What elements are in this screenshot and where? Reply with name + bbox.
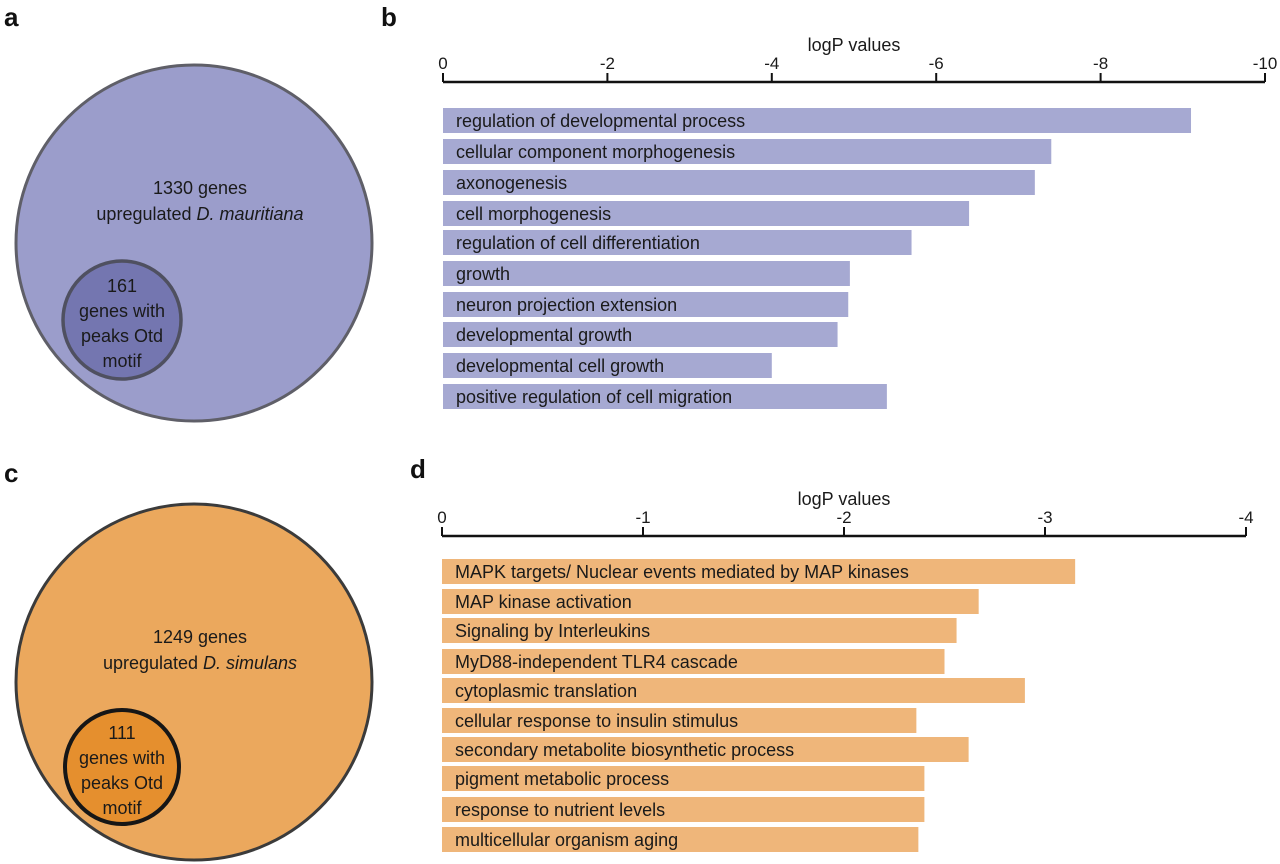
bar-category-label: MyD88-independent TLR4 cascade bbox=[455, 652, 738, 672]
bar bbox=[443, 170, 1035, 195]
bar-category-label: MAPK targets/ Nuclear events mediated by… bbox=[455, 562, 909, 582]
bar bbox=[442, 618, 957, 643]
bar-category-label: cellular response to insulin stimulus bbox=[455, 711, 738, 731]
bar-category-label: response to nutrient levels bbox=[455, 800, 665, 820]
bar bbox=[442, 827, 919, 852]
bar bbox=[442, 559, 1076, 584]
x-tick-label: -10 bbox=[1253, 54, 1278, 73]
bar-category-label: developmental growth bbox=[456, 325, 632, 345]
bar bbox=[442, 649, 945, 674]
x-tick-label: -2 bbox=[836, 508, 851, 527]
upregulated-text: upregulated bbox=[103, 653, 203, 673]
bar bbox=[442, 678, 1025, 703]
bar-category-label: cytoplasmic translation bbox=[455, 681, 637, 701]
inner-line-1: 111 bbox=[108, 723, 135, 743]
bar-category-label: MAP kinase activation bbox=[455, 592, 632, 612]
x-tick-label: -1 bbox=[635, 508, 650, 527]
x-tick-label: -2 bbox=[600, 54, 615, 73]
bar-category-label: secondary metabolite biosynthetic proces… bbox=[455, 740, 794, 760]
bar-category-label: neuron projection extension bbox=[456, 295, 677, 315]
bar-chart-d: logP values 0 -1 -2 -3 -4 MAPK targets/ Nuclea… bbox=[437, 489, 1254, 852]
outer-description-label: upregulated D. mauritiana bbox=[96, 204, 303, 224]
inner-circle-simulans bbox=[63, 708, 181, 826]
outer-description-label: upregulated D. simulans bbox=[103, 653, 297, 673]
inner-line-1: 161 bbox=[107, 276, 137, 296]
bar bbox=[442, 737, 969, 762]
panel-label-a: a bbox=[4, 2, 19, 32]
bar bbox=[442, 797, 925, 822]
venn-diagram-mauritiana: 1330 genes upregulated D. mauritiana 161… bbox=[14, 63, 374, 423]
x-tick-label: -6 bbox=[929, 54, 944, 73]
x-tick-label: 0 bbox=[438, 54, 447, 73]
bar bbox=[443, 292, 849, 317]
bar bbox=[443, 230, 912, 255]
x-tick-label: -4 bbox=[764, 54, 779, 73]
panel-label-c: c bbox=[4, 458, 19, 488]
x-axis-label: logP values bbox=[798, 489, 891, 509]
x-tick-label: -4 bbox=[1238, 508, 1253, 527]
bar bbox=[442, 766, 925, 791]
panel-label-b: b bbox=[381, 2, 397, 32]
outer-circle-mauritiana bbox=[14, 63, 374, 423]
bar bbox=[443, 201, 970, 226]
inner-line-2: genes with bbox=[79, 301, 165, 321]
bar-category-label: cell morphogenesis bbox=[456, 204, 611, 224]
inner-circle-mauritiana bbox=[61, 259, 183, 381]
bar-category-label: regulation of cell differentiation bbox=[456, 233, 700, 253]
bar-category-label: positive regulation of cell migration bbox=[456, 387, 732, 407]
outer-count-label: 1330 genes bbox=[153, 178, 247, 198]
inner-line-4: motif bbox=[102, 798, 142, 818]
inner-line-3: peaks Otd bbox=[81, 326, 163, 346]
x-tick-label: 0 bbox=[437, 508, 446, 527]
bar bbox=[443, 139, 1052, 164]
species-name: D. simulans bbox=[203, 653, 297, 673]
bar-category-label: Signaling by Interleukins bbox=[455, 621, 650, 641]
bar-category-label: developmental cell growth bbox=[456, 356, 664, 376]
bar-category-label: growth bbox=[456, 264, 510, 284]
bar bbox=[442, 589, 979, 614]
species-name: D. mauritiana bbox=[197, 204, 304, 224]
bar-category-label: regulation of developmental process bbox=[456, 111, 745, 131]
bar bbox=[443, 353, 772, 378]
inner-line-4: motif bbox=[102, 351, 142, 371]
panel-label-d: d bbox=[410, 454, 426, 484]
bar bbox=[442, 708, 917, 733]
bar-category-label: multicellular organism aging bbox=[455, 830, 678, 850]
bar-category-label: cellular component morphogenesis bbox=[456, 142, 735, 162]
bar bbox=[443, 108, 1192, 133]
x-tick-label: -3 bbox=[1037, 508, 1052, 527]
bar bbox=[443, 261, 850, 286]
inner-line-3: peaks Otd bbox=[81, 773, 163, 793]
bar bbox=[443, 384, 887, 409]
x-axis-label: logP values bbox=[808, 35, 901, 55]
x-tick-label: -8 bbox=[1093, 54, 1108, 73]
inner-line-2: genes with bbox=[79, 748, 165, 768]
venn-diagram-simulans: 1249 genes upregulated D. simulans 111 g… bbox=[14, 502, 374, 862]
outer-count-label: 1249 genes bbox=[153, 627, 247, 647]
bar-chart-b: logP values 0 -2 -4 -6 -8 -10 regulation of dev… bbox=[438, 35, 1277, 409]
bar bbox=[443, 322, 838, 347]
bar-category-label: axonogenesis bbox=[456, 173, 567, 193]
upregulated-text: upregulated bbox=[96, 204, 196, 224]
bar-category-label: pigment metabolic process bbox=[455, 769, 669, 789]
outer-circle-simulans bbox=[14, 502, 374, 862]
